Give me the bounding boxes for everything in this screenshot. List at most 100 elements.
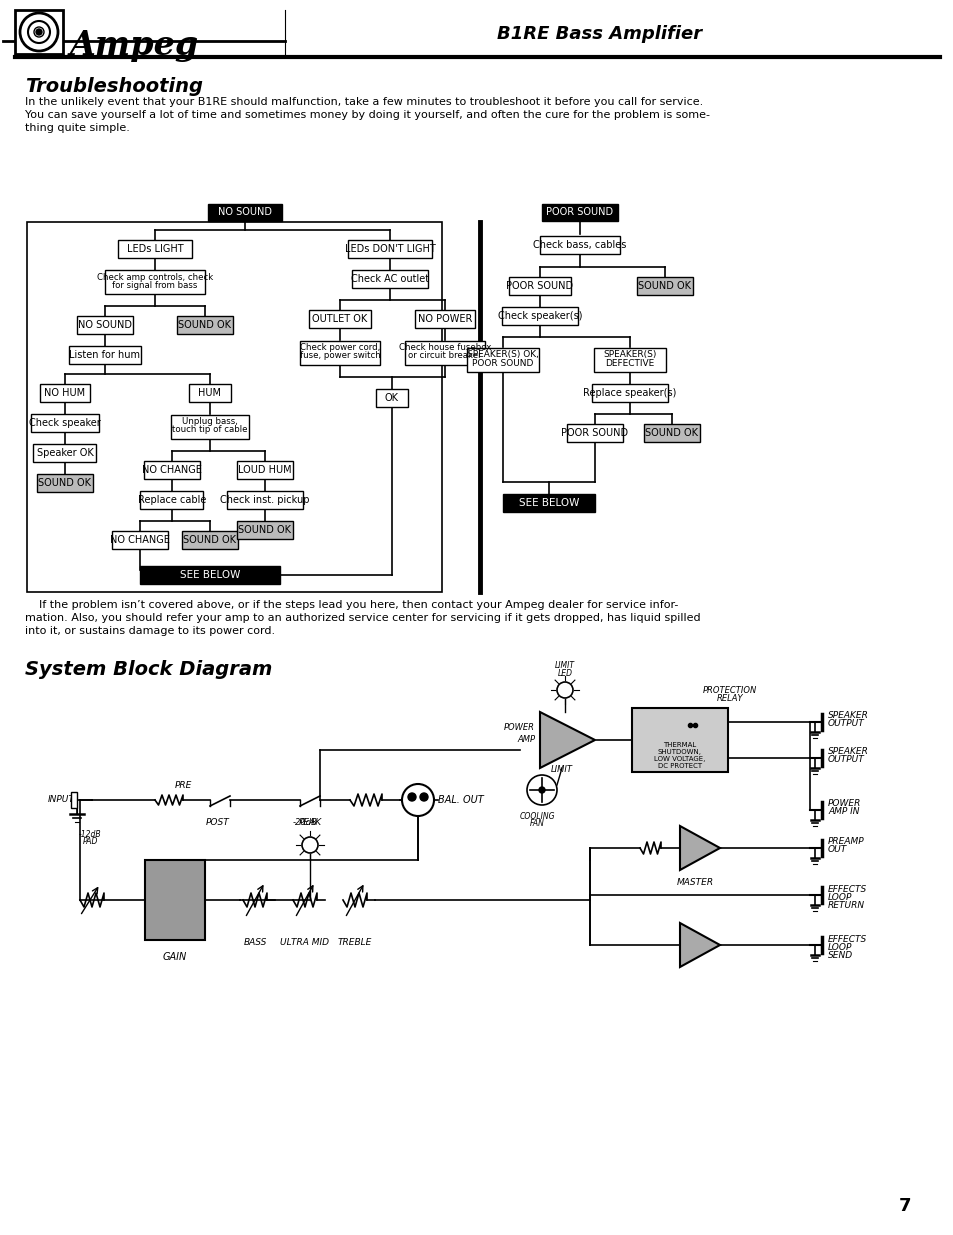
Text: Check power cord,: Check power cord,: [299, 342, 379, 352]
Bar: [140, 492, 203, 509]
Text: System Block Diagram: System Block Diagram: [25, 659, 273, 679]
Polygon shape: [679, 826, 720, 869]
Bar: [631, 708, 727, 772]
Bar: [352, 270, 428, 288]
Polygon shape: [679, 923, 720, 967]
Bar: [594, 348, 665, 372]
Text: LEDs LIGHT: LEDs LIGHT: [127, 245, 183, 254]
Bar: [171, 415, 249, 438]
Bar: [236, 521, 293, 538]
Text: POWER: POWER: [503, 724, 535, 732]
Text: LOOP: LOOP: [827, 942, 851, 951]
Text: Listen for hum: Listen for hum: [70, 350, 140, 359]
Text: SEE BELOW: SEE BELOW: [518, 498, 578, 508]
Text: NO POWER: NO POWER: [417, 314, 472, 324]
Bar: [208, 204, 282, 221]
Text: LIMIT: LIMIT: [551, 764, 573, 774]
Text: PREAMP: PREAMP: [827, 837, 863, 846]
Text: Unplug bass,: Unplug bass,: [182, 416, 237, 426]
Text: HUM: HUM: [198, 388, 221, 398]
Bar: [467, 348, 538, 372]
Text: SPEAKER: SPEAKER: [827, 711, 868, 720]
Text: POOR SOUND: POOR SOUND: [472, 358, 533, 368]
Text: SOUND OK: SOUND OK: [178, 320, 232, 330]
Bar: [227, 492, 303, 509]
Text: Check inst. pickup: Check inst. pickup: [220, 495, 310, 505]
Text: mation. Also, you should refer your amp to an authorized service center for serv: mation. Also, you should refer your amp …: [25, 613, 700, 622]
Text: -20dB: -20dB: [293, 818, 317, 827]
Text: ULTRA MID: ULTRA MID: [280, 939, 329, 947]
Text: AMP IN: AMP IN: [827, 808, 859, 816]
Circle shape: [401, 784, 434, 816]
Bar: [637, 277, 692, 295]
Text: -12dB: -12dB: [78, 830, 101, 839]
Text: POWER: POWER: [827, 799, 861, 809]
Text: LOOP: LOOP: [827, 893, 851, 902]
Text: COOLING: COOLING: [518, 811, 554, 821]
Text: B1RE Bass Amplifier: B1RE Bass Amplifier: [497, 25, 701, 43]
Text: for signal from bass: for signal from bass: [112, 282, 197, 290]
Text: Check AC outlet: Check AC outlet: [351, 274, 429, 284]
Text: If the problem isn’t covered above, or if the steps lead you here, then contact : If the problem isn’t covered above, or i…: [25, 600, 678, 610]
Bar: [37, 474, 92, 492]
Bar: [177, 316, 233, 333]
Text: SOUND OK: SOUND OK: [238, 525, 292, 535]
Bar: [15, 10, 63, 54]
Bar: [77, 316, 132, 333]
Text: BAL. OUT: BAL. OUT: [437, 795, 483, 805]
Bar: [502, 494, 595, 513]
Text: SOUND OK: SOUND OK: [183, 535, 236, 545]
Text: fuse, power switch: fuse, power switch: [299, 352, 380, 361]
Text: NO SOUND: NO SOUND: [78, 320, 132, 330]
Text: SOUND OK: SOUND OK: [38, 478, 91, 488]
Text: THERMAL: THERMAL: [662, 742, 696, 748]
Text: You can save yourself a lot of time and sometimes money by doing it yourself, an: You can save yourself a lot of time and …: [25, 110, 709, 120]
Text: SPEAKER(S): SPEAKER(S): [602, 350, 656, 358]
Text: 7: 7: [898, 1197, 910, 1215]
Text: SOUND OK: SOUND OK: [645, 429, 698, 438]
Text: EFFECTS: EFFECTS: [827, 884, 866, 893]
Bar: [144, 461, 200, 479]
Bar: [33, 445, 96, 462]
Bar: [105, 270, 205, 294]
Bar: [541, 204, 618, 221]
Text: Check bass, cables: Check bass, cables: [533, 240, 626, 249]
Polygon shape: [539, 713, 595, 768]
Text: thing quite simple.: thing quite simple.: [25, 124, 130, 133]
Bar: [348, 240, 432, 258]
Bar: [112, 531, 168, 550]
Bar: [592, 384, 667, 403]
Circle shape: [526, 776, 557, 805]
Text: Replace speaker(s): Replace speaker(s): [582, 388, 676, 398]
Bar: [145, 860, 205, 940]
Text: SPEAKER: SPEAKER: [827, 747, 868, 757]
Circle shape: [538, 787, 544, 793]
Text: NO SOUND: NO SOUND: [218, 207, 272, 217]
Text: SOUND OK: SOUND OK: [638, 282, 691, 291]
Bar: [539, 236, 619, 254]
Bar: [643, 424, 700, 442]
Text: or circuit breaker: or circuit breaker: [408, 352, 481, 361]
Text: POST: POST: [206, 818, 230, 827]
Text: SHUTDOWN,: SHUTDOWN,: [658, 748, 701, 755]
Text: In the unlikely event that your B1RE should malfunction, take a few minutes to t: In the unlikely event that your B1RE sho…: [25, 98, 702, 107]
Text: Check house fusebox: Check house fusebox: [398, 342, 491, 352]
Text: NO CHANGE: NO CHANGE: [110, 535, 170, 545]
Text: DEFECTIVE: DEFECTIVE: [605, 358, 654, 368]
Circle shape: [302, 837, 317, 853]
Text: PEAK: PEAK: [298, 818, 321, 827]
Text: AMP: AMP: [517, 736, 535, 745]
Bar: [405, 341, 484, 366]
Text: Speaker OK: Speaker OK: [36, 448, 93, 458]
Text: RELAY: RELAY: [716, 694, 742, 703]
Bar: [189, 384, 231, 403]
Bar: [118, 240, 192, 258]
Bar: [299, 341, 379, 366]
Text: OUTPUT: OUTPUT: [827, 720, 863, 729]
Bar: [27, 222, 441, 592]
Text: GAIN: GAIN: [163, 952, 187, 962]
Text: OK: OK: [385, 393, 398, 403]
Text: LED: LED: [557, 669, 572, 678]
Text: POOR SOUND: POOR SOUND: [506, 282, 573, 291]
Text: POOR SOUND: POOR SOUND: [561, 429, 628, 438]
